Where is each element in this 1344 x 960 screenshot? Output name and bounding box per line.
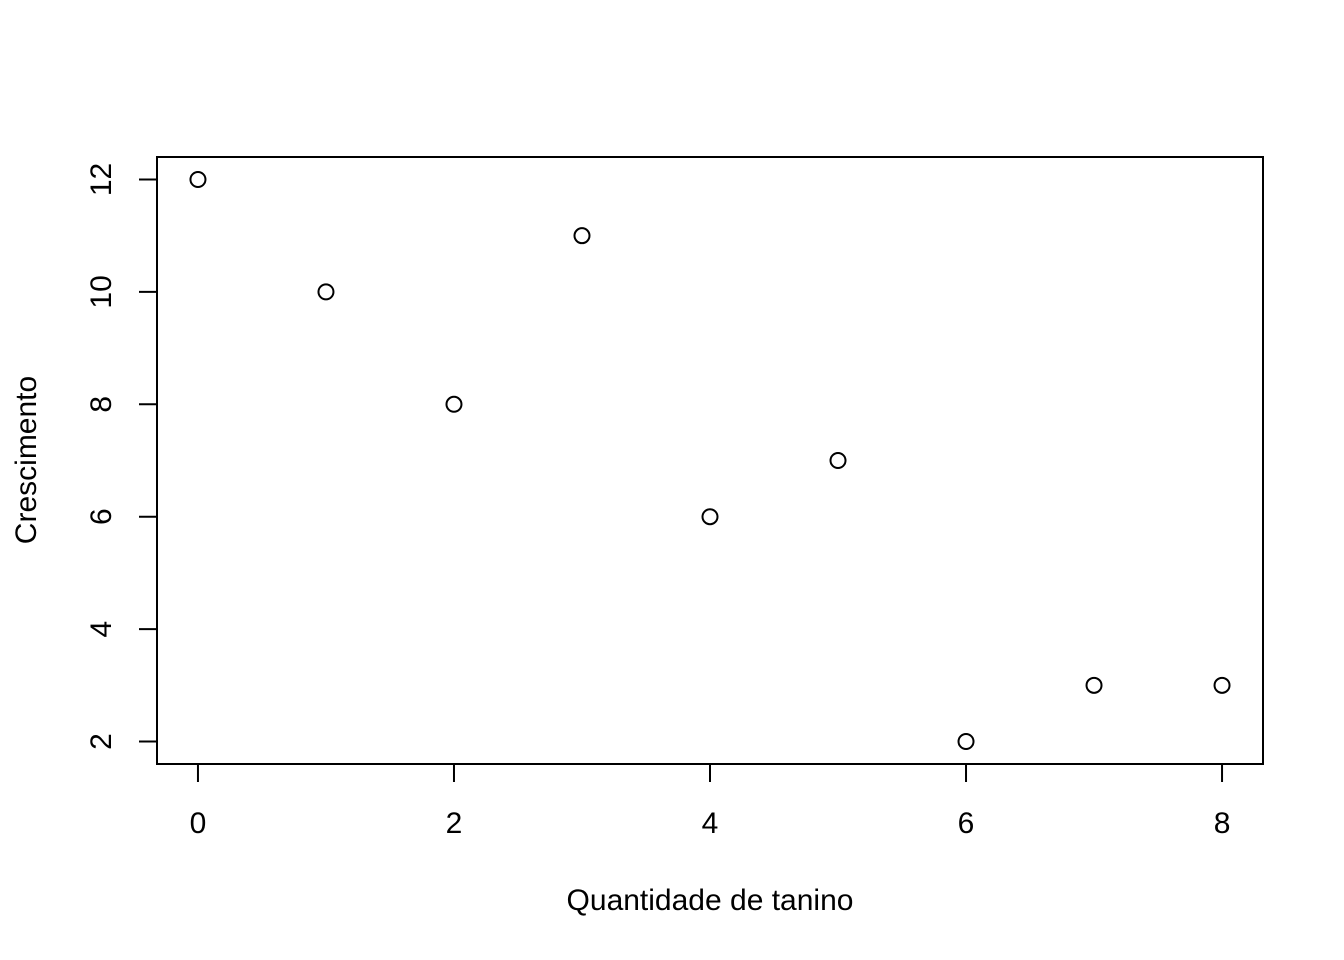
- data-point: [829, 452, 847, 469]
- y-tick-label: 2: [85, 733, 118, 750]
- x-tick-label: 2: [446, 807, 463, 840]
- x-tick-label: 6: [958, 807, 975, 840]
- y-tick-label: 10: [85, 275, 118, 308]
- data-point: [957, 733, 975, 751]
- data-point: [317, 283, 335, 301]
- y-tick-label: 8: [85, 396, 118, 413]
- data-point: [701, 508, 719, 526]
- data-points: [189, 170, 1231, 751]
- y-axis-label: Crescimento: [10, 376, 43, 544]
- data-point: [573, 227, 591, 245]
- x-axis-label: Quantidade de tanino: [567, 884, 854, 917]
- y-axis: 2 4 6 8 10 12: [85, 163, 158, 750]
- x-tick-label: 8: [1214, 807, 1231, 840]
- plot-frame: [156, 156, 1264, 765]
- x-axis: 0 2 4 6 8: [190, 763, 1231, 840]
- data-point: [189, 170, 207, 188]
- y-tick-label: 6: [85, 508, 118, 525]
- data-point: [1213, 676, 1231, 694]
- x-tick-label: 0: [190, 807, 207, 840]
- y-tick-label: 4: [85, 621, 118, 638]
- data-point: [1085, 676, 1103, 694]
- y-tick-label: 12: [85, 163, 118, 196]
- x-tick-label: 4: [702, 807, 719, 840]
- data-point: [445, 395, 463, 413]
